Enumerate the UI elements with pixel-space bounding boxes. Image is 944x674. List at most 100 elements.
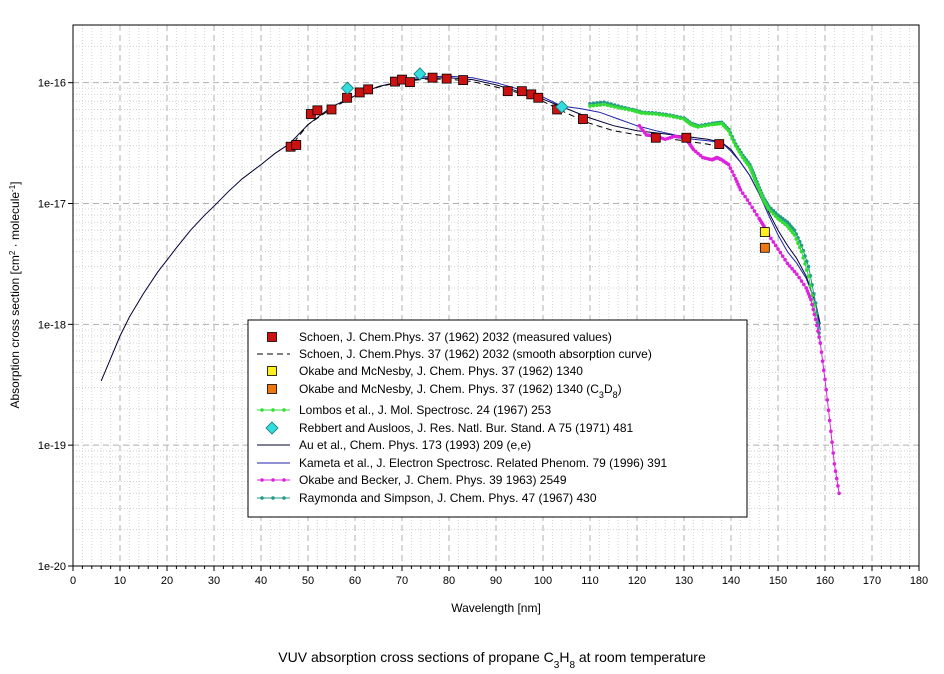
data-point: [661, 113, 665, 117]
x-tick-label: 100: [534, 575, 552, 587]
data-point: [787, 264, 792, 268]
data-point: [737, 185, 742, 189]
data-point: [816, 329, 820, 333]
data-point: [516, 86, 527, 97]
data-point: [759, 193, 764, 198]
data-point: [756, 185, 760, 189]
data-point: [654, 112, 658, 116]
data-point: [502, 86, 513, 97]
data-point: [760, 196, 765, 200]
data-point: [808, 284, 813, 288]
legend-label: Schoen, J. Chem.Phys. 37 (1962) 2032 (me…: [299, 330, 612, 344]
data-point: [753, 179, 758, 184]
data-point: [778, 250, 783, 255]
data-point: [783, 257, 787, 262]
data-point: [819, 350, 824, 354]
data-point: [730, 136, 734, 141]
y-axis: 1e-20 1e-19 1e-18 1e-17 1e-16: [38, 78, 73, 573]
data-point: [646, 111, 651, 116]
data-point: [785, 261, 790, 266]
data-point: [790, 266, 794, 271]
data-point: [598, 103, 603, 107]
data-point: [803, 262, 807, 266]
x-axis: 0 10 20 30 40 50 60 70 80 90 100 110 120 130 140 150 160…: [70, 566, 928, 587]
data-point: [623, 107, 628, 111]
data-point: [650, 132, 661, 143]
legend-box: [247, 319, 748, 518]
data-point: [812, 312, 817, 317]
data-point: [675, 115, 679, 120]
x-tick-label: 20: [161, 575, 173, 587]
data-point: [693, 149, 698, 154]
data-point: [829, 429, 833, 434]
data-point: [696, 125, 700, 129]
data-point: [745, 198, 750, 202]
x-tick-label: 120: [628, 575, 646, 587]
y-tick-label: 1e-19: [38, 440, 66, 452]
data-point: [738, 187, 743, 192]
data-point: [825, 398, 830, 402]
data-point: [733, 177, 738, 181]
data-point: [458, 75, 469, 85]
data-point: [609, 104, 613, 108]
data-point: [750, 205, 754, 210]
data-point: [363, 84, 374, 95]
data-point: [813, 317, 818, 322]
x-tick-label: 140: [722, 575, 740, 587]
data-point: [657, 112, 662, 117]
y-tick-label: 1e-17: [38, 198, 66, 210]
data-point: [759, 227, 770, 237]
data-point: [826, 408, 831, 413]
series-2: [759, 227, 770, 237]
data-point: [792, 269, 797, 274]
legend-symbol: [282, 478, 286, 482]
legend-symbol: [260, 408, 264, 412]
x-tick-label: 170: [863, 575, 881, 587]
data-point: [533, 92, 544, 103]
data-point: [726, 162, 731, 167]
data-point: [671, 114, 676, 119]
data-point: [326, 104, 337, 115]
data-point: [804, 286, 808, 290]
data-point: [802, 282, 806, 287]
data-point: [799, 279, 804, 283]
legend-symbol: [271, 496, 275, 500]
data-point: [780, 254, 785, 258]
data-point: [806, 292, 811, 296]
data-point: [578, 114, 588, 124]
legend-label: Au et al., Chem. Phys. 173 (1993) 209 (e…: [299, 438, 531, 452]
data-point: [758, 190, 763, 195]
chart-title: VUV absorption cross sections of propane…: [278, 649, 706, 671]
legend-symbol: [267, 384, 277, 394]
data-point: [824, 387, 828, 392]
data-point: [735, 179, 739, 184]
data-point: [312, 105, 323, 116]
data-point: [769, 236, 773, 241]
data-point: [703, 123, 707, 128]
data-point: [740, 191, 745, 195]
data-point: [691, 147, 696, 152]
data-point: [291, 140, 302, 150]
legend-symbol: [271, 478, 275, 482]
data-point: [732, 140, 736, 144]
data-point: [759, 242, 770, 253]
data-point: [340, 81, 355, 95]
data-point: [834, 476, 839, 481]
data-point: [832, 462, 837, 466]
y-axis-label: Absorption cross section [cm2 · molecule…: [8, 181, 23, 408]
data-point: [668, 114, 672, 118]
data-point: [755, 182, 759, 187]
data-point: [771, 240, 776, 244]
data-point: [810, 302, 814, 307]
data-point: [773, 243, 778, 248]
data-point: [748, 165, 752, 169]
data-point: [818, 341, 823, 345]
data-point: [766, 207, 771, 211]
data-point: [706, 123, 711, 127]
legend-label: Raymonda and Simpson, J. Chem. Phys. 47 …: [299, 491, 597, 505]
legend-label: Lombos et al., J. Mol. Spectrosc. 24 (19…: [299, 403, 551, 417]
data-point: [750, 171, 754, 175]
data-point: [342, 92, 352, 103]
x-tick-label: 70: [396, 575, 408, 587]
